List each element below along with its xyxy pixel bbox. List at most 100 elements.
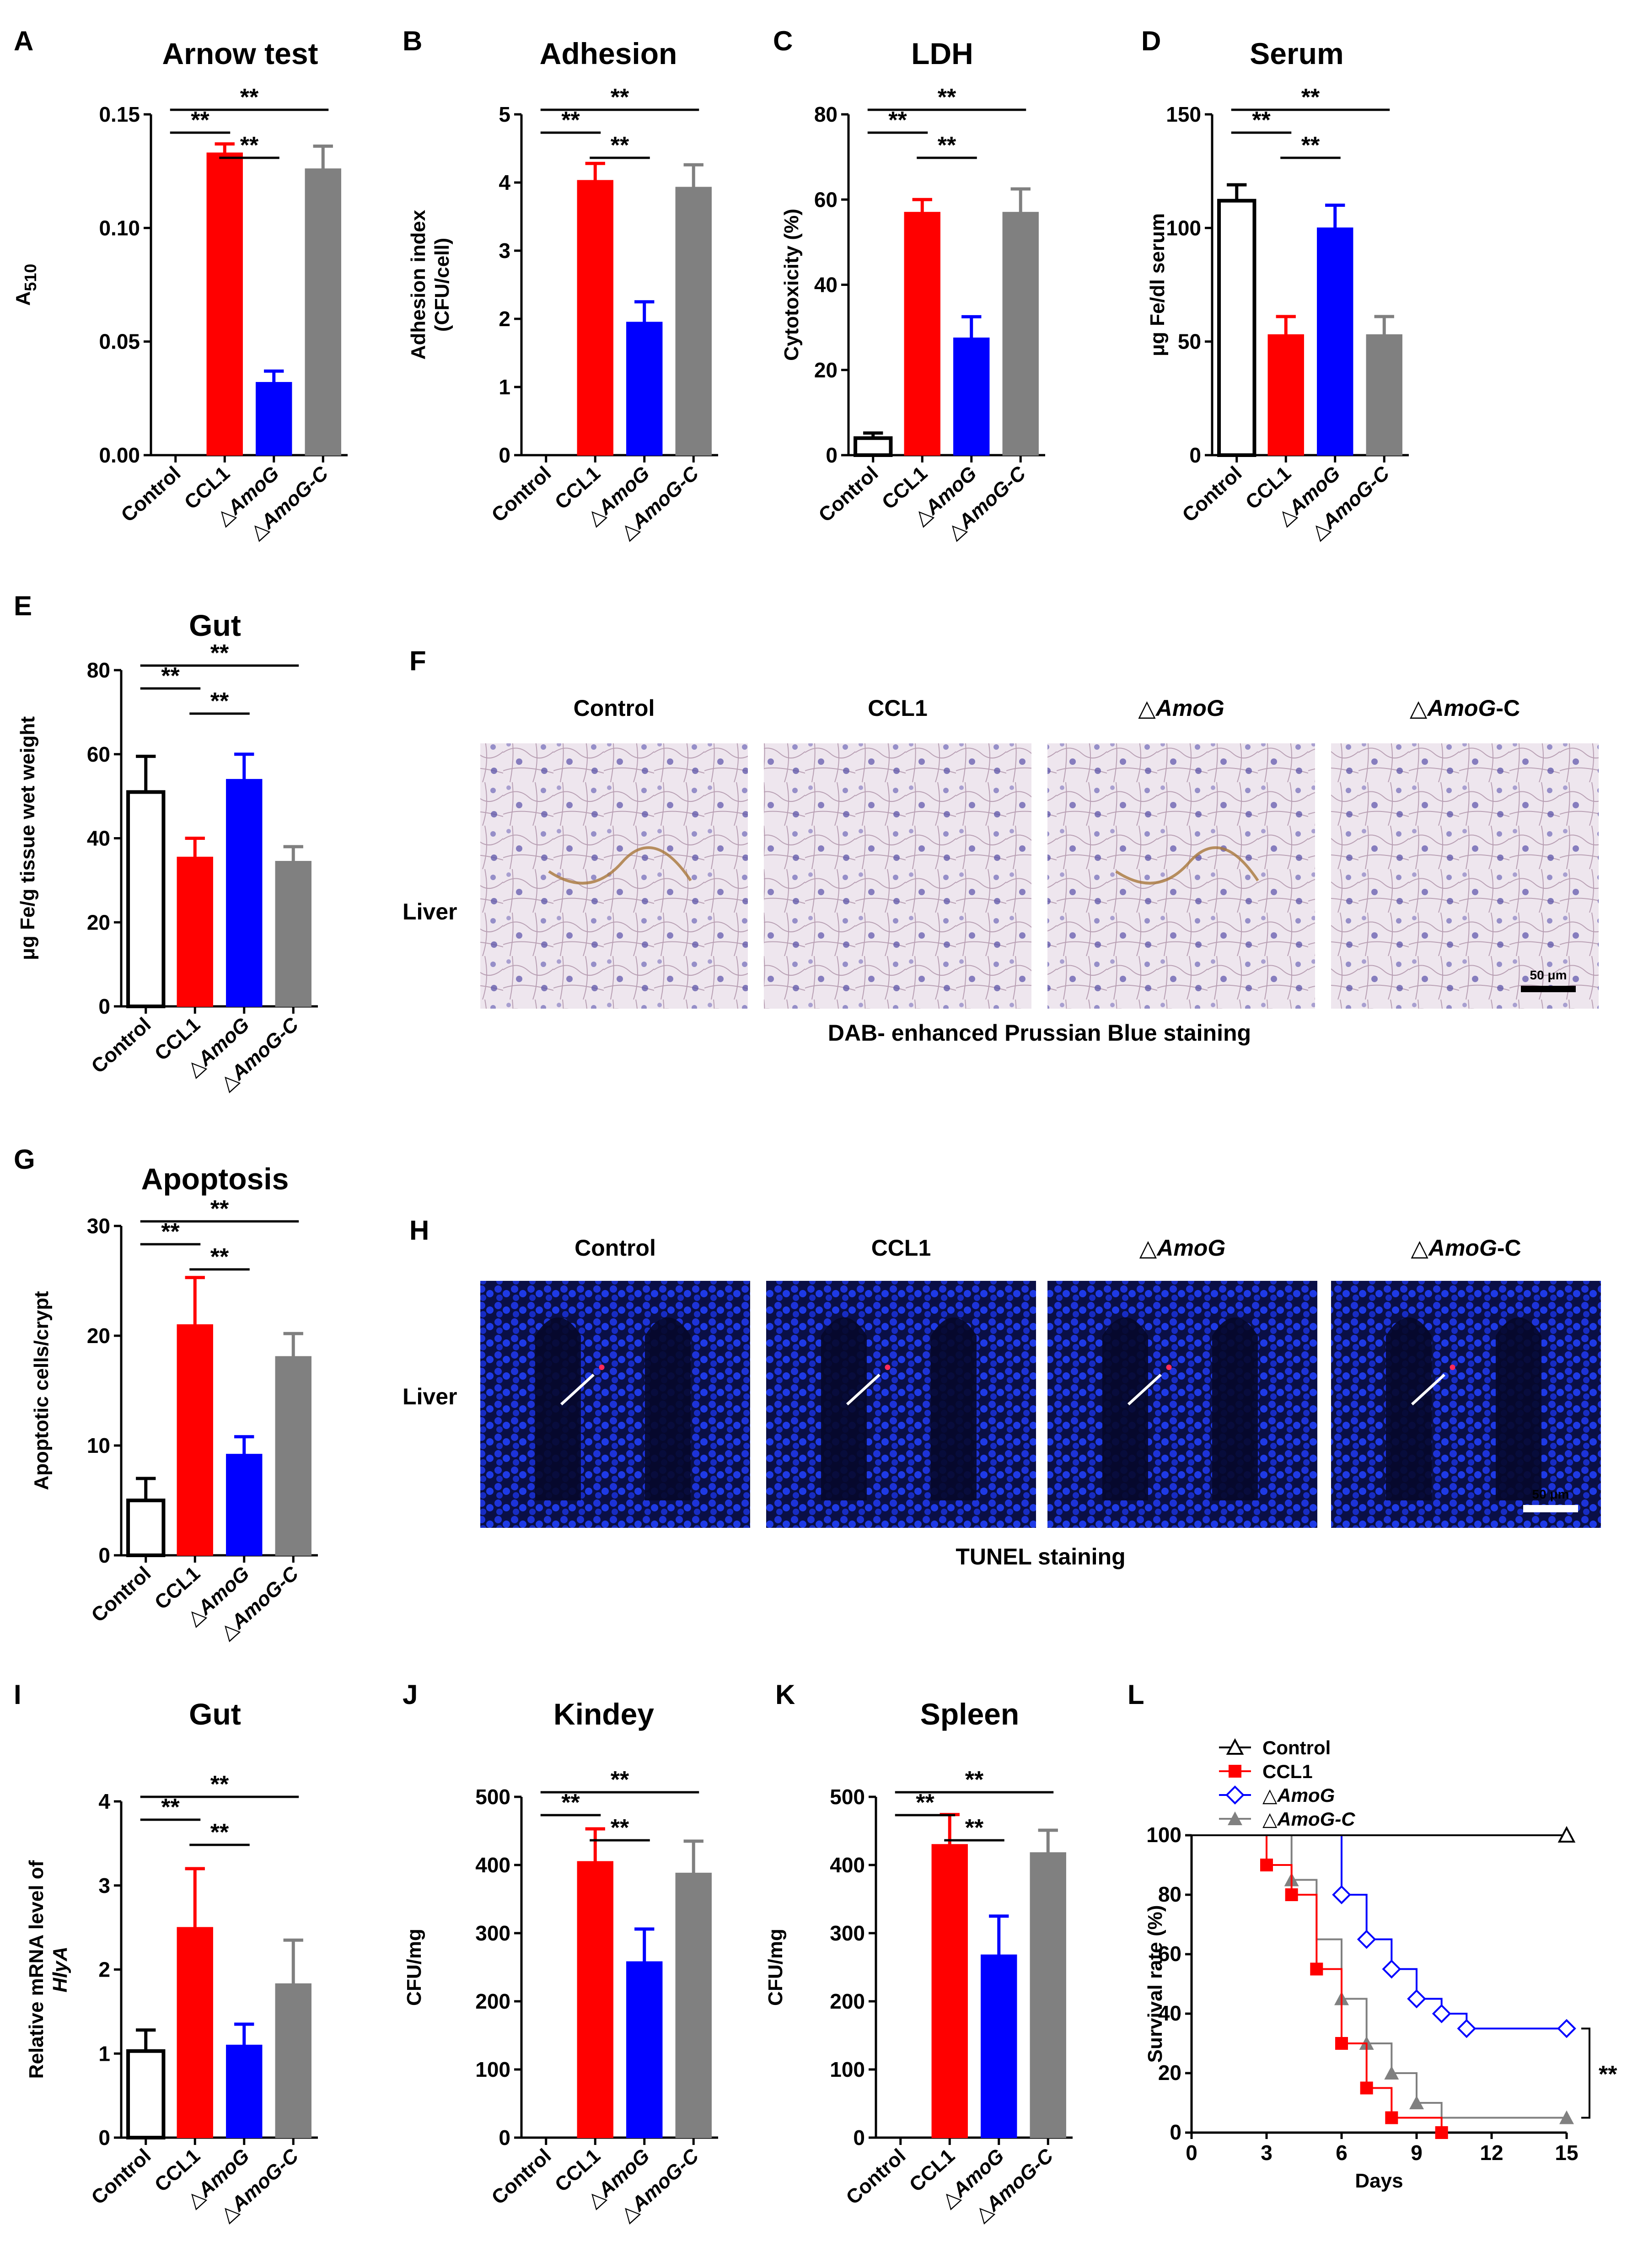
category-label: Control [87, 1562, 155, 1627]
data-point [1435, 2126, 1448, 2139]
y-tick-label: 3 [499, 239, 510, 263]
data-point [1409, 2096, 1424, 2109]
bar [275, 1356, 311, 1556]
bar [275, 861, 311, 1007]
y-tick-label: 400 [475, 1853, 510, 1877]
column-gene: AmoG [1156, 1235, 1225, 1261]
significance-label: ** [611, 84, 629, 111]
significance-label: ** [161, 1794, 180, 1821]
scale-bar-label: 50 μm [1532, 1487, 1569, 1501]
y-label-line: CFU/mg [403, 1929, 425, 2006]
data-point [1357, 1929, 1376, 1949]
y-label-line: Relative mRNA level of [25, 1860, 48, 2079]
y-tick-label: 1 [499, 375, 510, 399]
category-label: Control [87, 1013, 155, 1078]
image-caption: DAB- enhanced Prussian Blue staining [828, 1020, 1251, 1046]
significance-label: ** [938, 84, 956, 111]
y-tick-label: 100 [475, 2058, 510, 2081]
bar-chart-C: C LDH020406080ControlCCL1△AmoG△AmoG-CCyto… [773, 26, 1045, 543]
panel-letter: J [403, 1679, 418, 1710]
row-label: Liver [403, 899, 457, 924]
legend-entry: CCL1 [1219, 1761, 1313, 1782]
y-tick-label: 20 [87, 1324, 110, 1348]
significance-label: ** [210, 1244, 229, 1270]
column-prefix: △ [1410, 695, 1428, 721]
crypt-lumen [821, 1317, 867, 1500]
data-point [1432, 2004, 1451, 2023]
significance-label: ** [916, 1790, 934, 1816]
bar [675, 187, 712, 456]
significance-label: ** [611, 1815, 629, 1841]
y-tick-label: 300 [475, 1921, 510, 1945]
legend-label: CCL1 [1262, 1761, 1313, 1782]
chart-title: Apoptosis [141, 1162, 289, 1196]
significance-label: ** [965, 1815, 984, 1841]
y-axis-label: μg Fe/g tissue wet weight [16, 716, 39, 960]
column-label: △AmoG-C [1411, 1235, 1521, 1261]
column-gene: AmoG [1426, 695, 1496, 721]
legend-label: Control [1262, 1737, 1331, 1758]
y-tick-label: 500 [830, 1785, 865, 1809]
y-tick-label: 80 [1158, 1882, 1181, 1906]
bar-chart-K: KSpleen0100200300400500ControlCCL1△AmoG△… [764, 1679, 1073, 2226]
y-tick-label: 0 [98, 1543, 110, 1567]
significance-label: ** [191, 107, 209, 134]
arrow [1127, 1373, 1162, 1406]
x-tick-label: 12 [1480, 2141, 1503, 2165]
y-tick-label: 100 [1146, 1823, 1181, 1847]
y-tick-label: 0 [826, 443, 838, 467]
y-axis-label: μg Fe/dl serum [1146, 213, 1169, 356]
series-△AmoG [1192, 1834, 1576, 2038]
bar [577, 180, 613, 456]
bar [177, 1324, 213, 1556]
y-tick-label: 150 [1166, 102, 1201, 126]
y-tick-label: 40 [814, 273, 838, 297]
y-tick-label: 1 [98, 2042, 110, 2065]
significance-label: ** [210, 640, 229, 666]
chart-title: LDH [911, 37, 973, 70]
column-label: △AmoG [1139, 1235, 1225, 1261]
legend-prefix: △ [1262, 1784, 1278, 1806]
crypt-lumen [1386, 1317, 1432, 1500]
significance-label: ** [210, 1771, 229, 1798]
bar [626, 322, 663, 456]
legend-gene: AmoG-C [1277, 1808, 1355, 1830]
significance-label: ** [240, 84, 259, 111]
crypt-lumen [1212, 1317, 1258, 1500]
y-tick-label: 30 [87, 1214, 110, 1238]
y-tick-label: 5 [499, 102, 510, 126]
legend-entry: Control [1219, 1737, 1331, 1758]
data-point [1385, 2111, 1398, 2124]
chart-title: Adhesion [540, 37, 677, 70]
y-tick-label: 200 [475, 1989, 510, 2013]
data-point [1285, 1888, 1298, 1901]
category-label: Control [487, 2144, 555, 2209]
x-tick-label: 9 [1411, 2141, 1423, 2165]
y-label-main: A [12, 291, 34, 306]
scale-bar-label: 50 μm [1530, 968, 1567, 982]
significance-label: ** [1599, 2061, 1617, 2088]
survival-curve [1192, 1834, 1567, 2030]
bar [626, 1961, 663, 2139]
bar [953, 337, 990, 456]
bar [275, 1983, 311, 2138]
significance-label: ** [161, 1219, 180, 1245]
significance-label: ** [888, 107, 907, 134]
crypt-lumen [931, 1317, 977, 1500]
scale-bar [1523, 1505, 1578, 1512]
y-tick-label: 400 [830, 1853, 865, 1877]
bar [126, 2049, 166, 2139]
panel-letter: E [14, 591, 32, 621]
chart-title: Kindey [553, 1697, 654, 1731]
y-tick-label: 0.10 [99, 216, 140, 240]
micrograph [1047, 743, 1315, 1009]
y-axis-label: A510 [12, 264, 40, 306]
x-tick-label: 3 [1261, 2141, 1273, 2165]
micrograph [1331, 1281, 1601, 1528]
y-tick-label: 200 [830, 1989, 865, 2013]
y-label-sub: 510 [21, 264, 40, 291]
tunel-positive-cell [885, 1365, 891, 1370]
